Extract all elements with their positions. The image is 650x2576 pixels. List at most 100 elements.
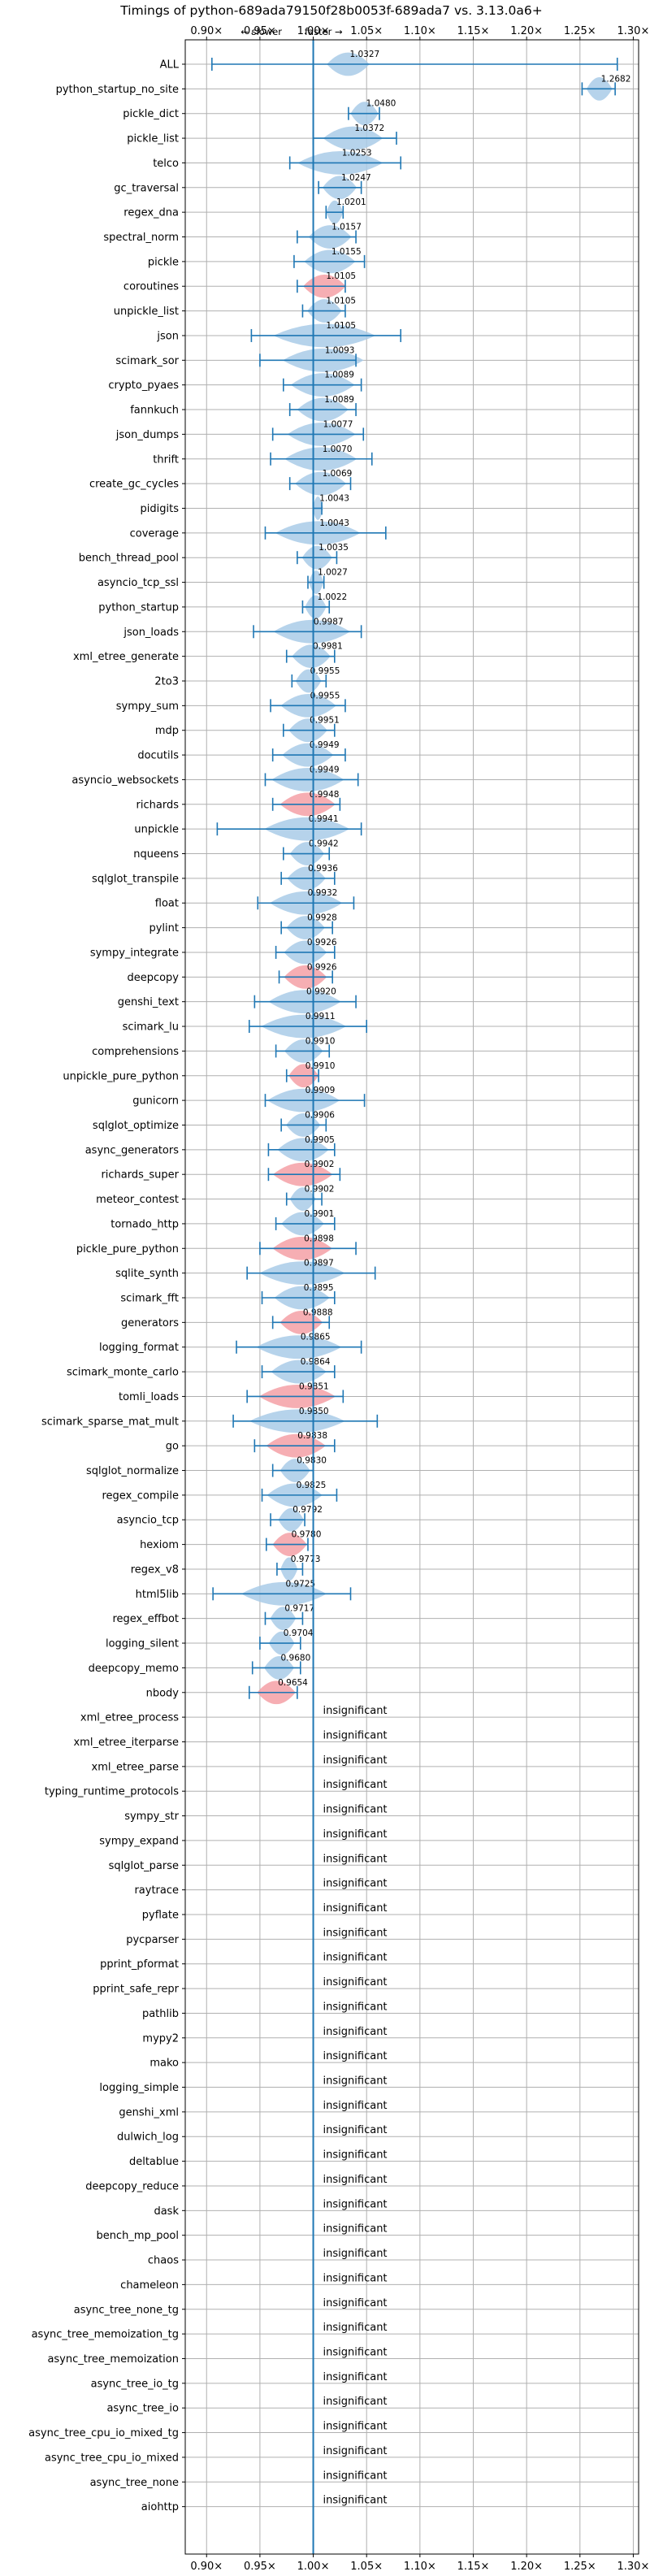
category-label: comprehensions [92,1046,179,1058]
category-label: ALL [160,59,180,72]
category-label: hexiom [140,1539,179,1551]
category-label: logging_format [99,1342,179,1354]
category-label: bench_thread_pool [79,553,179,565]
category-label: dulwich_log [117,2131,179,2144]
insignificant-label: insignificant [323,1902,388,1915]
value-label: 0.9864 [301,1357,331,1367]
category-label: thrift [153,453,179,466]
x-tick-label-bottom: 1.15× [457,2561,490,2573]
category-label: python_startup [98,601,179,614]
value-label: 0.9906 [305,1110,335,1120]
category-label: async_tree_none [90,2477,179,2489]
category-label: async_tree_io_tg [91,2378,179,2390]
category-label: mypy2 [142,2032,179,2045]
category-label: sqlglot_parse [109,1860,179,1872]
category-label: scimark_fft [120,1293,179,1305]
category-label: pprint_safe_repr [93,1984,179,1996]
category-label: async_tree_io [106,2403,179,2415]
insignificant-label: insignificant [323,1729,388,1741]
category-label: sympy_expand [99,1835,179,1847]
value-label: 0.9680 [281,1653,311,1663]
insignificant-label: insignificant [323,2421,388,2433]
insignificant-label: insignificant [323,2248,388,2260]
category-label: asyncio_websockets [72,774,179,787]
category-label: crypto_pyaes [108,379,179,392]
category-label: async_tree_memoization_tg [32,2329,179,2341]
insignificant-label: insignificant [323,1853,388,1865]
value-label: 0.9654 [278,1678,308,1688]
value-label: 1.0201 [336,197,366,207]
category-label: bench_mp_pool [96,2230,179,2242]
category-label: sympy_str [124,1811,179,1823]
category-label: coroutines [124,281,179,293]
value-label: 1.0327 [349,50,379,59]
x-tick-label-bottom: 1.25× [564,2561,596,2573]
category-label: sympy_integrate [90,947,179,959]
value-label: 0.9910 [306,1061,336,1071]
value-label: 1.0089 [324,395,354,405]
insignificant-label: insignificant [323,2149,388,2162]
value-label: 0.9987 [314,617,344,627]
value-label: 0.9898 [304,1234,334,1243]
category-label: pylint [149,922,179,935]
category-label: pathlib [142,2008,179,2020]
value-label: 1.0077 [323,419,353,429]
category-label: pidigits [141,503,180,515]
insignificant-label: insignificant [323,1927,388,1939]
value-label: 1.0253 [342,148,372,158]
value-label: 0.9942 [309,839,339,849]
category-label: nbody [146,1687,180,1699]
category-label: coverage [130,527,179,540]
category-label: meteor_contest [96,1194,179,1206]
value-label: 1.0157 [332,223,362,232]
insignificant-label: insignificant [323,2470,388,2482]
category-label: scimark_lu [123,1021,179,1034]
category-label: async_generators [85,1144,180,1156]
insignificant-label: insignificant [323,2223,388,2236]
category-label: genshi_text [118,996,179,1008]
value-label: 0.9895 [304,1283,334,1293]
category-label: json_dumps [115,429,179,441]
value-label: 0.9926 [307,962,337,972]
category-label: asyncio_tcp [117,1515,179,1527]
value-label: 0.9902 [305,1185,335,1195]
insignificant-label: insignificant [323,2026,388,2038]
category-label: generators [121,1317,179,1329]
category-label: sympy_sum [116,700,179,713]
category-label: 2to3 [154,676,179,688]
insignificant-label: insignificant [323,2001,388,2013]
category-label: telco [153,158,179,170]
value-label: 1.0070 [323,445,353,454]
category-label: richards_super [101,1169,179,1182]
insignificant-label: insignificant [323,1828,388,1841]
x-tick-label-top: 1.15× [457,25,490,37]
category-label: pycparser [126,1934,179,1946]
category-label: tornado_http [110,1218,179,1230]
value-label: 0.9830 [297,1456,327,1466]
insignificant-label: insignificant [323,2346,388,2358]
category-label: xml_etree_process [80,1712,179,1724]
value-label: 1.0027 [318,568,348,578]
insignificant-label: insignificant [323,2075,388,2088]
value-label: 0.9981 [313,642,343,652]
value-label: 1.0105 [326,271,356,281]
category-label: scimark_sparse_mat_mult [41,1416,179,1428]
x-tick-label-top: 1.25× [564,25,596,37]
value-label: 0.9936 [308,864,338,874]
labels-layer: 1.0327 1.2682 1.0480 1.0372 1.0253 1.0247 1.02… [278,50,630,2507]
category-label: pprint_pformat [100,1958,179,1971]
value-label: 0.9905 [305,1135,335,1145]
insignificant-label: insignificant [323,1779,388,1791]
category-label: go [166,1441,179,1453]
x-tick-label-bottom: 0.90× [190,2561,223,2573]
x-tick-label-bottom: 1.10× [404,2561,436,2573]
value-label: 1.0247 [341,173,371,183]
category-label: unpickle_list [114,306,179,318]
value-label: 1.0093 [325,345,355,355]
category-label: json [156,330,179,342]
value-label: 1.0043 [319,518,349,528]
category-label: fannkuch [130,405,179,417]
value-label: 0.9902 [305,1160,335,1169]
category-label: async_tree_memoization [47,2353,179,2366]
